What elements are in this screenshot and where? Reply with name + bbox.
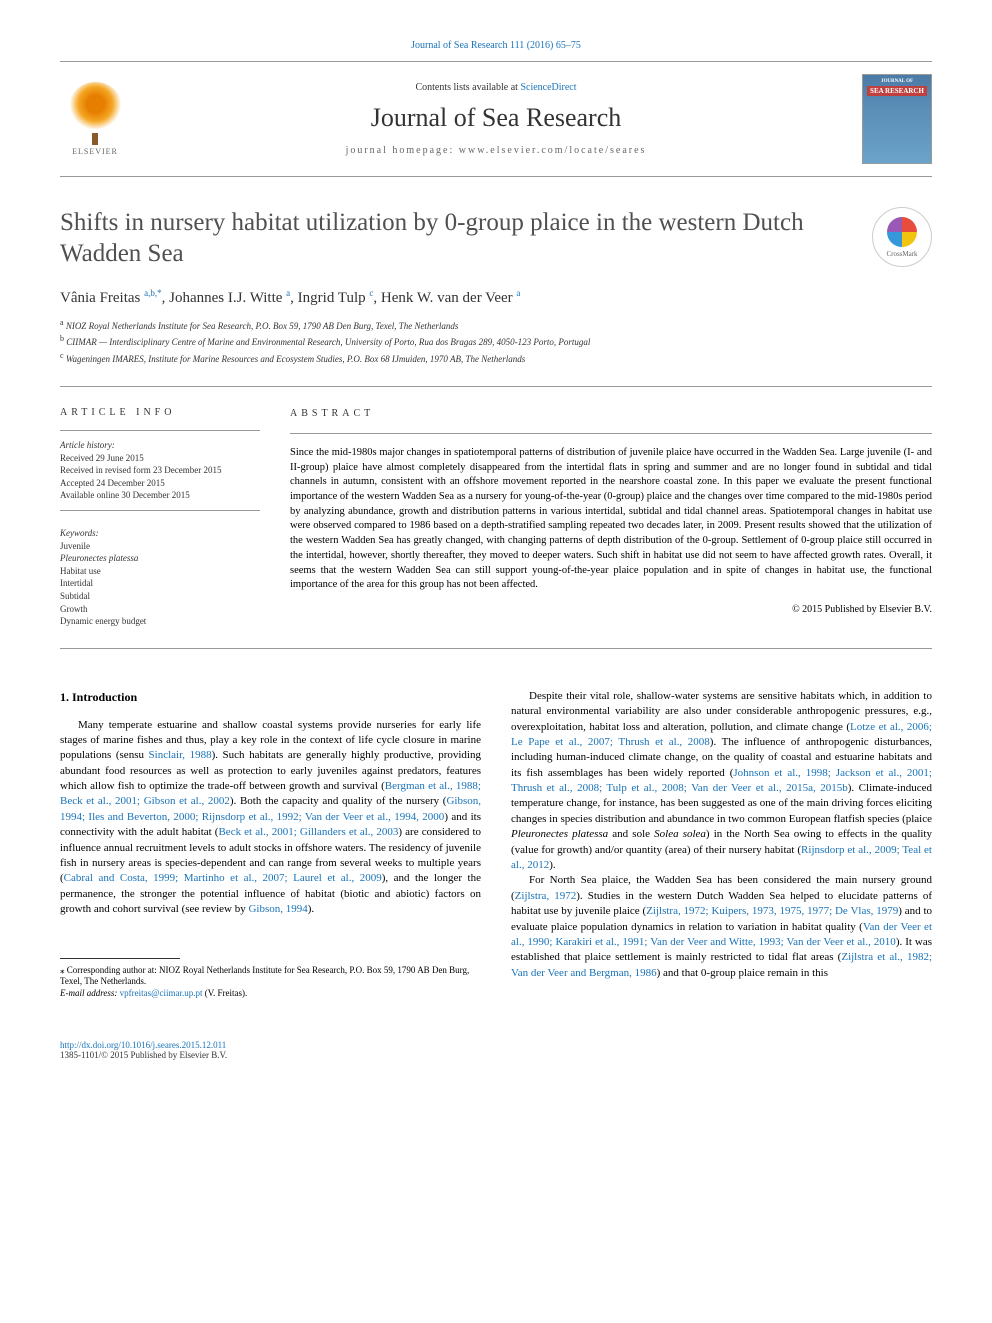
journal-header: ELSEVIER Contents lists available at Sci…	[60, 61, 932, 177]
info-abstract-row: article info Article history: Received 2…	[60, 386, 932, 649]
elsevier-label: ELSEVIER	[72, 147, 118, 156]
email-link[interactable]: vpfreitas@ciimar.up.pt	[120, 988, 203, 998]
citation-link[interactable]: Beck et al., 2001; Gillanders et al., 20…	[218, 826, 398, 838]
body-right-column: Despite their vital role, shallow-water …	[511, 689, 932, 1000]
email-line: E-mail address: vpfreitas@ciimar.up.pt (…	[60, 988, 481, 1000]
crossmark-icon	[887, 217, 917, 247]
elsevier-logo: ELSEVIER	[60, 79, 130, 159]
footnote-separator	[60, 958, 180, 959]
keyword: Growth	[60, 603, 260, 616]
affiliation-b: b CIIMAR — Interdisciplinary Centre of M…	[60, 333, 932, 350]
homepage-prefix: journal homepage:	[346, 145, 459, 156]
keyword: Habitat use	[60, 565, 260, 578]
keyword: Pleuronectes platessa	[60, 552, 260, 565]
journal-name: Journal of Sea Research	[130, 103, 862, 133]
title-row: Shifts in nursery habitat utilization by…	[60, 207, 932, 270]
journal-citation: Journal of Sea Research 111 (2016) 65–75	[60, 40, 932, 51]
header-center: Contents lists available at ScienceDirec…	[130, 82, 862, 156]
keyword: Intertidal	[60, 577, 260, 590]
affiliations: a NIOZ Royal Netherlands Institute for S…	[60, 317, 932, 367]
correspondence-footnote: ⁎ Corresponding author at: NIOZ Royal Ne…	[60, 965, 481, 1000]
doi-link[interactable]: http://dx.doi.org/10.1016/j.seares.2015.…	[60, 1040, 226, 1050]
article-title: Shifts in nursery habitat utilization by…	[60, 207, 872, 270]
article-info-heading: article info	[60, 407, 260, 418]
keywords-label: Keywords:	[60, 527, 260, 540]
body-left-column: 1. Introduction Many temperate estuarine…	[60, 689, 481, 1000]
keyword: Juvenile	[60, 540, 260, 553]
contents-prefix: Contents lists available at	[415, 82, 520, 93]
body-paragraph: Despite their vital role, shallow-water …	[511, 689, 932, 874]
citation-link[interactable]: Zijlstra, 1972; Kuipers, 1973, 1975, 197…	[646, 905, 898, 917]
affiliation-c: c Wageningen IMARES, Institute for Marin…	[60, 350, 932, 367]
cover-title: SEA RESEARCH	[867, 86, 927, 96]
keyword: Subtidal	[60, 590, 260, 603]
contents-line: Contents lists available at ScienceDirec…	[130, 82, 862, 93]
keyword: Dynamic energy budget	[60, 615, 260, 628]
sciencedirect-link[interactable]: ScienceDirect	[520, 82, 576, 93]
elsevier-tree-icon	[68, 82, 123, 137]
corresponding-author: ⁎ Corresponding author at: NIOZ Royal Ne…	[60, 965, 481, 988]
crossmark-badge[interactable]: CrossMark	[872, 207, 932, 267]
crossmark-label: CrossMark	[886, 250, 917, 258]
citation-link[interactable]: Sinclair, 1988	[149, 749, 212, 761]
received-date: Received 29 June 2015	[60, 452, 260, 465]
body-columns: 1. Introduction Many temperate estuarine…	[60, 689, 932, 1000]
abstract-copyright: © 2015 Published by Elsevier B.V.	[290, 603, 932, 617]
authors-line: Vânia Freitas a,b,*, Johannes I.J. Witte…	[60, 288, 932, 307]
abstract-column: abstract Since the mid-1980s major chang…	[290, 407, 932, 628]
body-paragraph: For North Sea plaice, the Wadden Sea has…	[511, 873, 932, 981]
citation-link[interactable]: Cabral and Costa, 1999; Martinho et al.,…	[64, 872, 382, 884]
citation-link[interactable]: Zijlstra, 1972	[515, 890, 577, 902]
citation-link[interactable]: Gibson, 1994	[248, 903, 307, 915]
cover-top: JOURNAL OF	[867, 79, 927, 84]
article-info-column: article info Article history: Received 2…	[60, 407, 260, 628]
issn-copyright: 1385-1101/© 2015 Published by Elsevier B…	[60, 1050, 932, 1060]
abstract-heading: abstract	[290, 407, 932, 421]
bottom-info: http://dx.doi.org/10.1016/j.seares.2015.…	[60, 1040, 932, 1060]
species-name: Pleuronectes platessa	[511, 828, 608, 840]
intro-paragraph: Many temperate estuarine and shallow coa…	[60, 718, 481, 918]
keywords-block: Keywords: Juvenile Pleuronectes platessa…	[60, 527, 260, 628]
journal-cover-thumb: JOURNAL OF SEA RESEARCH	[862, 74, 932, 164]
accepted-date: Accepted 24 December 2015	[60, 477, 260, 490]
online-date: Available online 30 December 2015	[60, 489, 260, 502]
history-label: Article history:	[60, 439, 260, 452]
journal-homepage: journal homepage: www.elsevier.com/locat…	[130, 145, 862, 156]
affiliation-a: a NIOZ Royal Netherlands Institute for S…	[60, 317, 932, 334]
species-name: Solea solea	[654, 828, 706, 840]
abstract-text: Since the mid-1980s major changes in spa…	[290, 446, 932, 593]
intro-heading: 1. Introduction	[60, 689, 481, 706]
homepage-url: www.elsevier.com/locate/seares	[459, 145, 647, 156]
revised-date: Received in revised form 23 December 201…	[60, 464, 260, 477]
